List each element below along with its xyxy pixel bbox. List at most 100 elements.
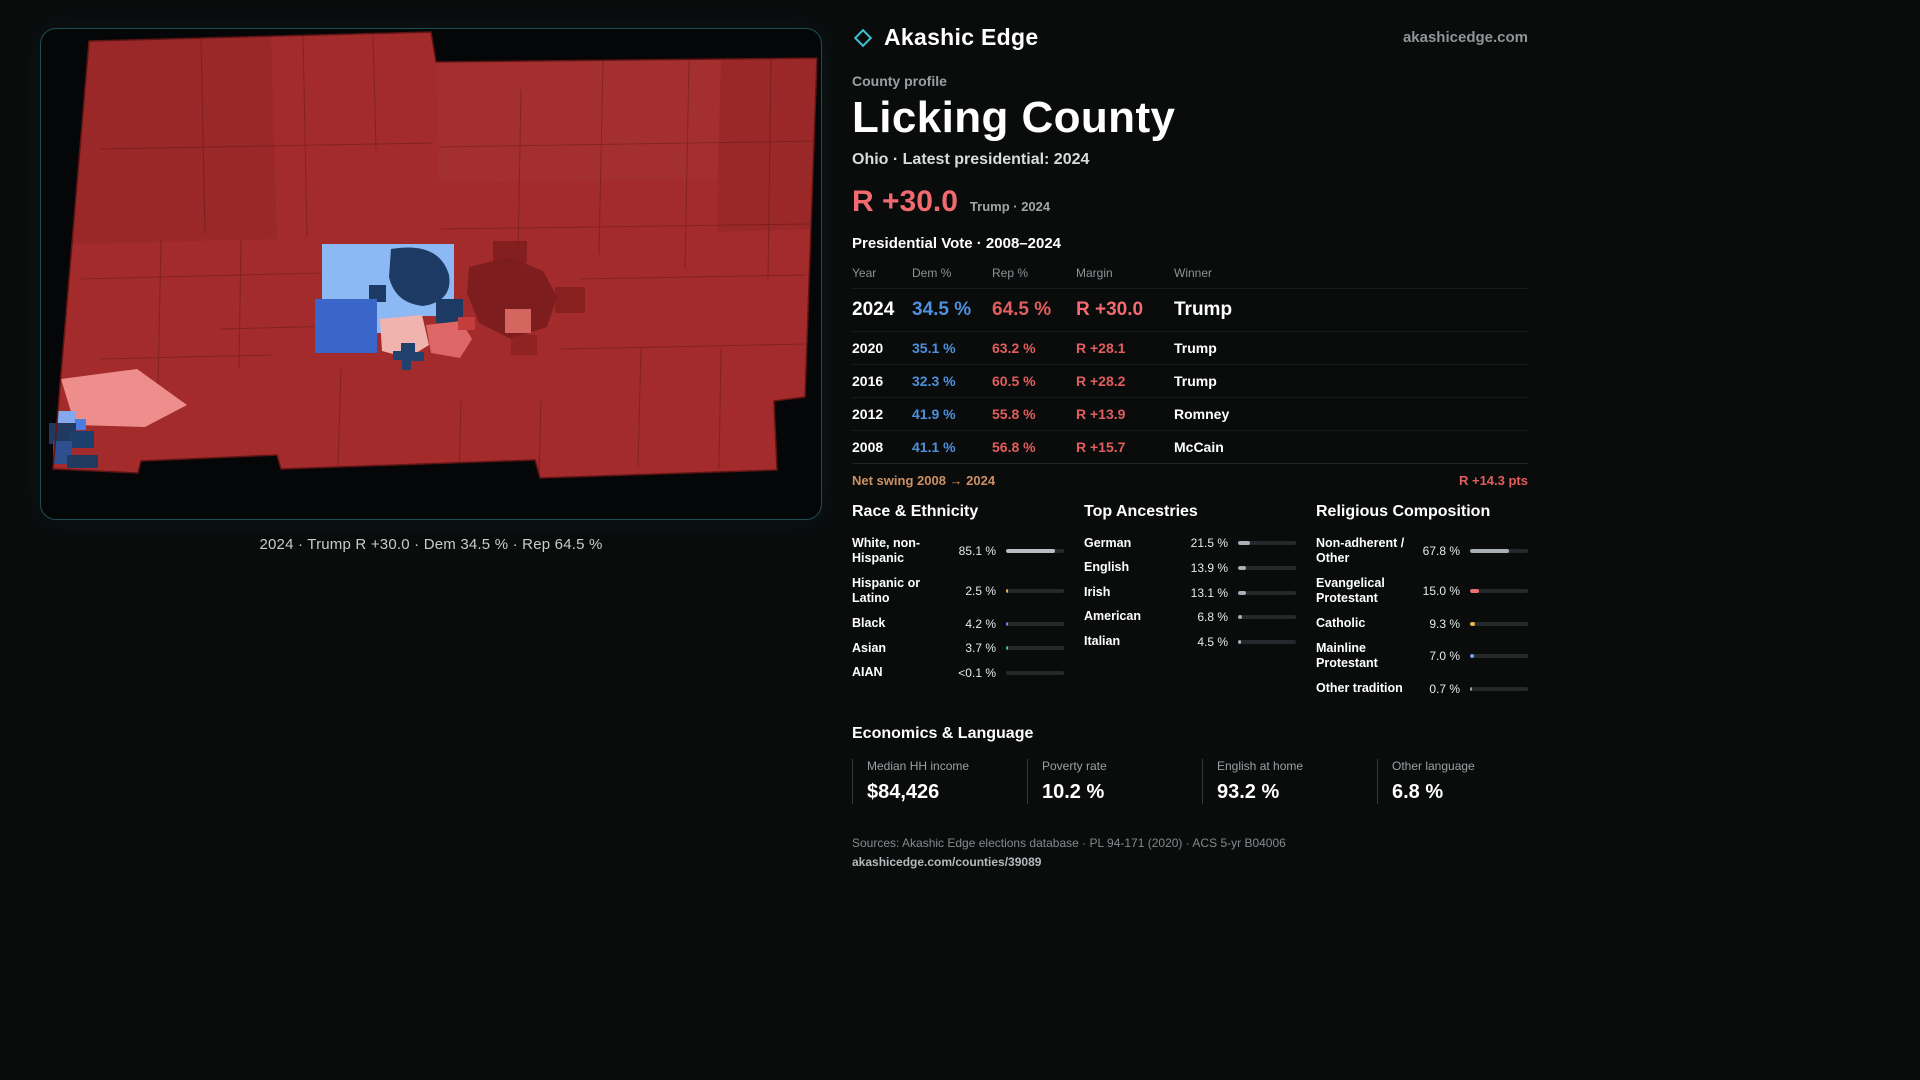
demo-label: German bbox=[1084, 535, 1132, 550]
stat-english-at-home: English at home 93.2 % bbox=[1202, 759, 1377, 804]
stat-poverty-rate: Poverty rate 10.2 % bbox=[1027, 759, 1202, 804]
col-rep: Rep % bbox=[992, 266, 1029, 280]
demo-value: 6.8 % bbox=[1197, 610, 1228, 625]
demographics-section: Race & Ethnicity White, non-Hispanic 85.… bbox=[852, 503, 1528, 701]
demo-value: 7.0 % bbox=[1429, 649, 1460, 664]
demo-row: Black 4.2 % bbox=[852, 612, 1064, 637]
demo-label: Asian bbox=[852, 640, 887, 655]
county-permalink[interactable]: akashicedge.com/counties/39089 bbox=[852, 855, 1042, 869]
cell-margin: R +13.9 bbox=[1076, 406, 1126, 422]
demo-bar bbox=[1470, 589, 1528, 594]
demo-label: Irish bbox=[1084, 584, 1111, 599]
demo-value: 21.5 % bbox=[1190, 536, 1228, 551]
headline-margin: R +30.0 bbox=[852, 185, 958, 218]
stat-median-income: Median HH income $84,426 bbox=[852, 759, 1027, 804]
vote-row-2012: 2012 41.9 % 55.8 % R +13.9 Romney bbox=[852, 397, 1528, 430]
demo-bar bbox=[1470, 621, 1528, 626]
cell-margin: R +28.2 bbox=[1076, 373, 1126, 389]
city-blue-precincts bbox=[315, 244, 531, 370]
vote-row-2016: 2016 32.3 % 60.5 % R +28.2 Trump bbox=[852, 364, 1528, 397]
demo-bar bbox=[1470, 686, 1528, 691]
demo-value: 13.9 % bbox=[1190, 560, 1228, 575]
precinct-boundaries bbox=[80, 32, 818, 478]
stat-other-language: Other language 6.8 % bbox=[1377, 759, 1552, 804]
demo-row: Evangelical Protestant 15.0 % bbox=[1316, 571, 1528, 611]
cell-rep: 60.5 % bbox=[992, 373, 1036, 389]
sources-line: Sources: Akashic Edge elections database… bbox=[852, 836, 1286, 850]
cell-year: 2024 bbox=[852, 299, 895, 320]
headline-margin-row: R +30.0 Trump · 2024 bbox=[852, 185, 1528, 219]
demo-value: 3.7 % bbox=[965, 641, 996, 656]
ancestries-title: Top Ancestries bbox=[1084, 503, 1198, 520]
ancestries-section: Top Ancestries German 21.5 % English 13.… bbox=[1084, 503, 1296, 701]
demo-value: 85.1 % bbox=[958, 544, 996, 559]
demo-bar bbox=[1006, 589, 1064, 594]
header: Akashic Edge akashicedge.com bbox=[852, 24, 1528, 51]
stat-label: English at home bbox=[1217, 759, 1304, 773]
footer: Sources: Akashic Edge elections database… bbox=[852, 836, 1528, 871]
brand-domain-link[interactable]: akashicedge.com bbox=[1402, 29, 1528, 46]
demo-label: Italian bbox=[1084, 634, 1121, 648]
cell-dem: 41.9 % bbox=[912, 406, 956, 422]
cell-dem: 34.5 % bbox=[912, 299, 972, 320]
economics-title: Economics & Language bbox=[852, 725, 1034, 742]
race-ethnicity-section: Race & Ethnicity White, non-Hispanic 85.… bbox=[852, 503, 1064, 701]
demo-bar bbox=[1238, 615, 1296, 620]
cell-year: 2020 bbox=[852, 340, 884, 356]
stat-label: Poverty rate bbox=[1042, 759, 1107, 773]
cell-winner: Romney bbox=[1174, 406, 1230, 422]
dark-red-precincts bbox=[467, 241, 585, 355]
col-year: Year bbox=[852, 266, 877, 280]
demo-row: German 21.5 % bbox=[1084, 531, 1296, 556]
cell-margin: R +28.1 bbox=[1076, 340, 1126, 356]
demo-label: American bbox=[1084, 609, 1141, 624]
cell-rep: 55.8 % bbox=[992, 406, 1036, 422]
stat-label: Other language bbox=[1392, 759, 1475, 773]
precinct-map-panel bbox=[40, 28, 822, 520]
demo-label: Evangelical Protestant bbox=[1316, 575, 1385, 606]
profile-panel: Akashic Edge akashicedge.com County prof… bbox=[852, 24, 1528, 871]
demo-bar bbox=[1238, 565, 1296, 570]
county-subtitle: Ohio · Latest presidential: 2024 bbox=[852, 151, 1090, 168]
demo-value: 4.2 % bbox=[965, 616, 996, 631]
demo-bar bbox=[1238, 541, 1296, 546]
vote-table-header: Year Dem % Rep % Margin Winner bbox=[852, 258, 1528, 288]
cell-winner: McCain bbox=[1174, 439, 1224, 455]
brand: Akashic Edge bbox=[852, 24, 1038, 51]
demo-row: Catholic 9.3 % bbox=[1316, 612, 1528, 637]
demo-row: English 13.9 % bbox=[1084, 556, 1296, 581]
stat-label: Median HH income bbox=[867, 759, 970, 773]
demo-bar bbox=[1238, 590, 1296, 595]
cell-rep: 64.5 % bbox=[992, 299, 1052, 320]
demo-label: Non-adherent / Other bbox=[1316, 535, 1405, 566]
demo-bar bbox=[1006, 549, 1064, 554]
demo-value: 2.5 % bbox=[965, 584, 996, 599]
race-title: Race & Ethnicity bbox=[852, 503, 979, 520]
demo-row: Asian 3.7 % bbox=[852, 636, 1064, 661]
demo-label: Black bbox=[852, 616, 886, 630]
demo-row: Mainline Protestant 7.0 % bbox=[1316, 636, 1528, 676]
headline-note: Trump · 2024 bbox=[969, 199, 1051, 214]
demo-bar bbox=[1006, 621, 1064, 626]
vote-table-title: Presidential Vote · 2008–2024 bbox=[852, 235, 1062, 252]
cell-rep: 56.8 % bbox=[992, 439, 1036, 455]
vote-row-2024: 2024 34.5 % 64.5 % R +30.0 Trump bbox=[852, 288, 1528, 331]
demo-bar bbox=[1238, 639, 1296, 644]
stat-value: 6.8 % bbox=[1392, 781, 1444, 803]
demo-value: 4.5 % bbox=[1197, 634, 1228, 649]
demo-value: 0.7 % bbox=[1429, 681, 1460, 696]
demo-bar bbox=[1006, 671, 1064, 676]
stat-value: 93.2 % bbox=[1217, 781, 1280, 803]
county-title: Licking County bbox=[852, 93, 1176, 142]
col-dem: Dem % bbox=[912, 266, 952, 280]
demo-label: Mainline Protestant bbox=[1316, 640, 1378, 671]
demo-label: White, non-Hispanic bbox=[852, 535, 921, 566]
cell-dem: 32.3 % bbox=[912, 373, 956, 389]
demo-label: Catholic bbox=[1316, 616, 1366, 630]
demo-bar bbox=[1470, 549, 1528, 554]
cell-winner: Trump bbox=[1174, 373, 1217, 389]
demo-row: White, non-Hispanic 85.1 % bbox=[852, 531, 1064, 571]
demo-label: English bbox=[1084, 560, 1130, 575]
demo-row: Irish 13.1 % bbox=[1084, 580, 1296, 605]
